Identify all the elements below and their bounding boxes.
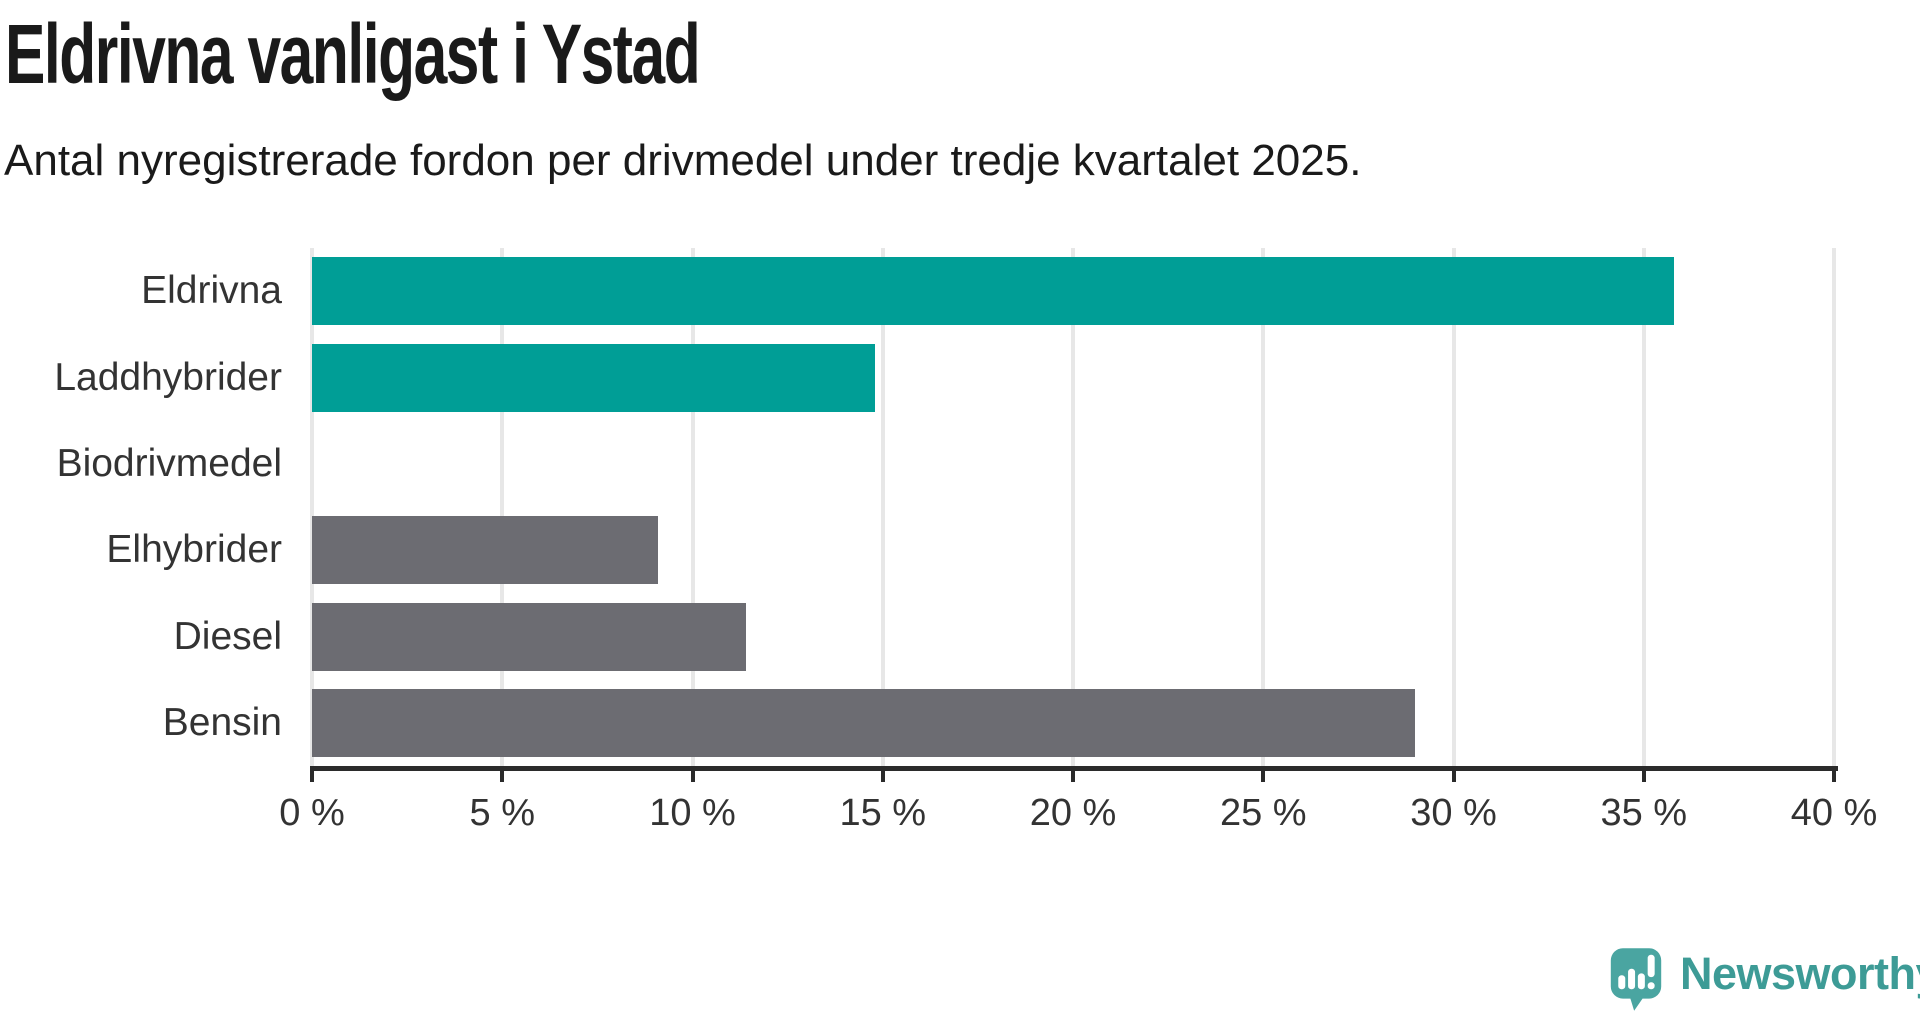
category-label-bensin: Bensin: [162, 700, 282, 744]
bar-diesel: [312, 602, 746, 671]
x-tick-mark: [310, 766, 314, 782]
x-tick-label: 0 %: [279, 792, 345, 834]
gridline: [1641, 248, 1646, 766]
bar-eldrivna: [312, 257, 1675, 326]
logo-text: Newsworthy: [1680, 948, 1920, 999]
x-tick-mark: [1832, 766, 1836, 782]
bar-elhybrider: [312, 516, 659, 585]
gridline: [1832, 248, 1836, 766]
gridline: [310, 248, 314, 766]
x-tick-mark: [1261, 766, 1266, 782]
x-tick-mark: [690, 766, 695, 782]
gridline: [1261, 248, 1266, 766]
gridline: [1451, 248, 1456, 766]
x-tick-label: 30 %: [1410, 792, 1497, 834]
x-tick-label: 15 %: [839, 792, 927, 834]
x-tick-mark: [1641, 766, 1646, 782]
x-tick-mark: [500, 766, 505, 782]
x-tick-label: 10 %: [649, 792, 736, 834]
bar-laddhybrider: [312, 343, 876, 412]
category-label-biodrivmedel: Biodrivmedel: [56, 441, 282, 485]
category-label-laddhybrider: Laddhybrider: [54, 355, 282, 399]
gridline: [690, 248, 695, 766]
x-tick-label: 35 %: [1600, 792, 1688, 834]
x-tick-label: 40 %: [1790, 792, 1878, 834]
category-label-elhybrider: Elhybrider: [106, 528, 282, 572]
chart-subtitle: Antal nyregistrerade fordon per drivmede…: [4, 136, 1362, 185]
x-tick-mark: [1071, 766, 1075, 782]
category-label-eldrivna: Eldrivna: [141, 269, 282, 313]
category-label-diesel: Diesel: [173, 614, 282, 658]
x-tick-label: 25 %: [1219, 792, 1307, 834]
x-tick-label: 20 %: [1029, 792, 1117, 834]
chart-title: Eldrivna vanligast i Ystad: [5, 7, 701, 101]
x-tick-mark: [1451, 766, 1456, 782]
plot-area: [310, 248, 1836, 766]
bar-bensin: [312, 688, 1416, 757]
gridline: [880, 248, 885, 766]
newsworthy-logo: Newsworthy: [1608, 946, 1920, 1012]
newsworthy-bubble-chart-icon: [1610, 948, 1662, 1011]
x-tick-mark: [880, 766, 885, 782]
x-tick-label: 5 %: [469, 792, 535, 834]
gridline: [500, 248, 505, 766]
gridline: [1071, 248, 1075, 766]
